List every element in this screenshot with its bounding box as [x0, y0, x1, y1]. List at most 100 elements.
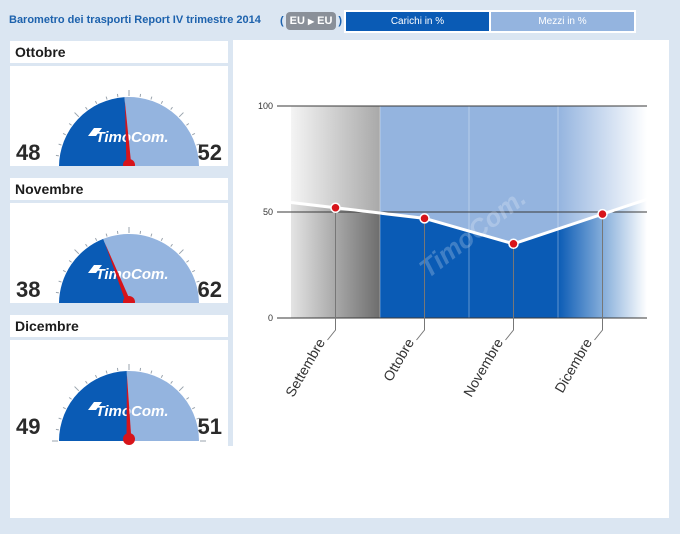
data-point: [419, 213, 430, 224]
label-leader-line: [416, 218, 425, 341]
timocom-logo-mark: [88, 265, 102, 273]
data-point: [330, 202, 341, 214]
gauge-tick: [68, 260, 72, 263]
route-selector[interactable]: ( EU ▶ EU ): [280, 11, 342, 31]
gauge-mezzi-value: 51: [197, 414, 222, 439]
gauge-tick: [105, 233, 108, 237]
gauge-tick: [74, 249, 80, 255]
gauge-needle: [126, 375, 132, 442]
gauge-tick: [160, 100, 164, 104]
gauge-tick: [74, 112, 80, 118]
gauge-tick: [160, 374, 164, 378]
timocom-logo-mark: [88, 128, 102, 136]
report-title: Barometro dei trasporti Report IV trimes…: [9, 14, 261, 26]
gauge-tick: [94, 100, 98, 104]
gauge-tick: [192, 132, 196, 136]
gauge-tick: [74, 386, 80, 392]
gauge-tick: [160, 237, 164, 241]
gauge-tick: [94, 237, 98, 241]
gauge-tick: [196, 417, 200, 420]
metric-tabs: Carichi in % Mezzi in %: [344, 10, 636, 33]
gauge-tick: [94, 374, 98, 378]
gauge-dial: TimoCom.: [55, 90, 203, 166]
label-leader-line: [327, 207, 336, 341]
timocom-logo: TimoCom.: [95, 403, 168, 420]
y-tick-label: 0: [268, 313, 273, 323]
gauge-needle-hub: [123, 296, 135, 303]
gauge-needle-hub: [123, 433, 135, 445]
gauge-tick: [62, 406, 66, 410]
play-arrow-icon: ▶: [307, 16, 315, 26]
gauge-tick: [85, 243, 88, 247]
data-point: [597, 208, 608, 220]
gauge-tick: [192, 406, 196, 410]
gauge-tick: [170, 380, 173, 384]
bottom-area: [10, 446, 669, 518]
label-leader-line: [505, 243, 514, 341]
route-open-paren: (: [280, 15, 284, 27]
gauge-carichi-value: 48: [16, 140, 41, 165]
gauge-tick: [196, 143, 200, 146]
gauge-needle: [124, 101, 132, 166]
gauge-tick: [105, 96, 108, 100]
y-tick-label: 100: [258, 101, 273, 111]
label-leader-line: [594, 214, 603, 341]
gauge-tick: [170, 106, 173, 110]
gauge-title-novembre: Novembre: [10, 178, 228, 200]
route-to: EU: [317, 15, 333, 27]
gauge-mezzi-value: 52: [197, 140, 222, 165]
timocom-logo: TimoCom.: [95, 266, 168, 283]
x-tick-label: Dicembre: [551, 335, 595, 395]
gauge-tick: [178, 386, 184, 392]
gauge-mezzi-segment: [124, 97, 199, 166]
gauge-dicembre: TimoCom. 49 51: [10, 340, 228, 446]
gauge-ottobre: TimoCom. 48 52: [10, 66, 228, 166]
gauge-tick: [62, 132, 66, 136]
timocom-logo-mark: [88, 402, 102, 410]
gauge-tick: [58, 143, 62, 146]
tab-mezzi[interactable]: Mezzi in %: [491, 12, 634, 31]
route-pill[interactable]: EU ▶ EU: [285, 12, 337, 30]
gauge-title-dicembre: Dicembre: [10, 315, 228, 337]
gauge-tick: [196, 280, 200, 283]
header-bar: Barometro dei trasporti Report IV trimes…: [0, 0, 680, 40]
gauge-mezzi-segment: [103, 234, 199, 303]
gauge-tick: [62, 269, 66, 273]
gauge-carichi-value: 49: [16, 414, 41, 439]
route-from: EU: [289, 15, 305, 27]
gauge-tick: [85, 380, 88, 384]
gauge-tick: [186, 123, 190, 126]
x-tick-label: Settembre: [282, 335, 328, 399]
y-tick-label: 50: [263, 207, 273, 217]
gauge-tick: [178, 249, 184, 255]
gauge-tick: [178, 112, 184, 118]
route-close-paren: ): [338, 15, 343, 27]
gauge-tick: [150, 370, 153, 374]
gauge-mezzi-value: 62: [197, 277, 222, 302]
gauge-tick: [58, 417, 62, 420]
gauge-tick: [68, 123, 72, 126]
trend-chart-panel: 0 50 100 TimoCom. Settembre Ottobre Novembre Di…: [233, 40, 669, 446]
gauge-dial: TimoCom.: [55, 227, 203, 303]
timocom-logo: TimoCom.: [95, 129, 168, 146]
gauge-novembre: TimoCom. 38 62: [10, 203, 228, 303]
gauge-tick: [150, 233, 153, 237]
gauge-tick: [150, 96, 153, 100]
x-tick-label: Novembre: [460, 335, 506, 399]
gauge-carichi-value: 38: [16, 277, 41, 302]
gauge-needle-hub: [123, 159, 135, 166]
gauge-tick: [58, 280, 62, 283]
gauge-mezzi-segment: [126, 371, 199, 441]
gauge-tick: [192, 269, 196, 273]
tab-carichi[interactable]: Carichi in %: [346, 12, 489, 31]
gauge-tick: [186, 397, 190, 400]
gauge-tick: [85, 106, 88, 110]
x-tick-label: Ottobre: [380, 335, 417, 384]
gauge-needle: [104, 242, 132, 303]
gauge-title-ottobre: Ottobre: [10, 41, 228, 63]
gauge-dial: TimoCom.: [52, 364, 206, 445]
series-line: [290, 197, 648, 246]
gauge-tick: [105, 370, 108, 374]
gauge-tick: [186, 260, 190, 263]
